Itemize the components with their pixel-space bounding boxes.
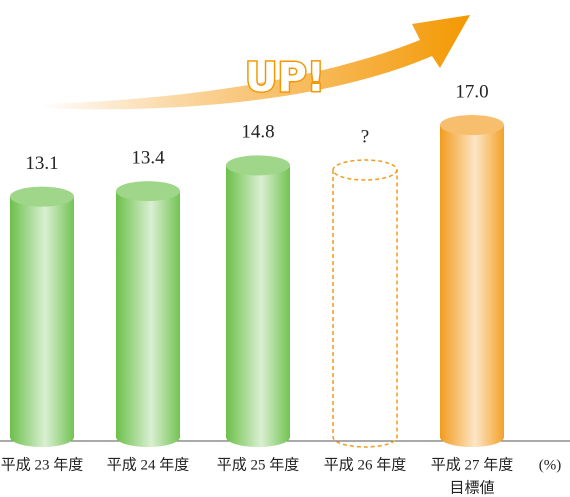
placeholder-bar [333, 160, 397, 447]
bar-top [226, 155, 290, 175]
placeholder-body [333, 170, 397, 447]
bar-top [440, 115, 504, 135]
unit-label: (%) [539, 457, 562, 473]
bar [226, 165, 290, 447]
bar-top [10, 187, 74, 207]
value-label: 13.1 [25, 153, 58, 174]
x-tick-label: 平成 25 年度 [217, 456, 300, 473]
value-label: 14.8 [241, 122, 274, 143]
x-tick-label: 平成 27 年度 [431, 456, 514, 473]
x-tick-note: 目標値 [449, 479, 494, 496]
value-label: ? [361, 126, 369, 147]
bar-top [116, 181, 180, 201]
x-tick-label: 平成 23 年度 [1, 456, 84, 473]
bar [10, 197, 74, 447]
x-tick-label: 平成 24 年度 [107, 456, 190, 473]
annotation: UP! [245, 55, 325, 101]
value-label: 17.0 [455, 81, 488, 102]
x-tick-label: 平成 26 年度 [324, 456, 407, 473]
bar [440, 125, 504, 447]
chart: UP! (%) 平成 23 年度 13.1 平成 24 年度 13.4 平成 25 年度… [0, 0, 570, 497]
value-label: 13.4 [131, 147, 165, 168]
bar [116, 191, 180, 447]
placeholder-top [333, 160, 397, 180]
